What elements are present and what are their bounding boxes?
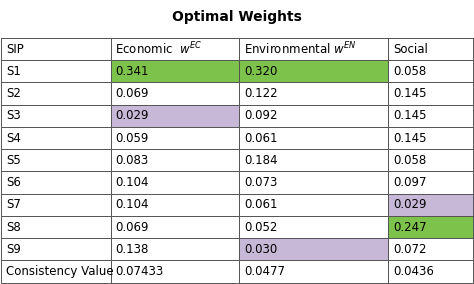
Bar [239, 260, 388, 283]
Bar [388, 105, 473, 127]
Bar [110, 82, 239, 105]
Text: S6: S6 [6, 176, 21, 189]
Bar [239, 216, 388, 238]
Text: 0.145: 0.145 [393, 87, 427, 100]
Text: 0.073: 0.073 [244, 176, 278, 189]
Text: 0.184: 0.184 [244, 154, 278, 167]
Bar [1, 260, 110, 283]
Bar [239, 172, 388, 194]
Text: S4: S4 [6, 131, 21, 145]
Text: Optimal Weights: Optimal Weights [172, 10, 302, 24]
Text: SIP: SIP [6, 43, 24, 56]
Text: S7: S7 [6, 198, 21, 211]
Bar [110, 60, 239, 82]
Bar [388, 216, 473, 238]
Bar [239, 82, 388, 105]
Bar [388, 82, 473, 105]
Bar [239, 149, 388, 172]
Text: 0.122: 0.122 [244, 87, 278, 100]
Bar [110, 238, 239, 260]
Bar [110, 194, 239, 216]
Text: 0.0477: 0.0477 [244, 265, 285, 278]
Bar [1, 216, 110, 238]
Bar [1, 38, 110, 60]
Text: 0.083: 0.083 [115, 154, 148, 167]
Text: 0.138: 0.138 [115, 243, 149, 256]
Bar [1, 60, 110, 82]
Text: 0.07433: 0.07433 [115, 265, 164, 278]
Text: 0.058: 0.058 [393, 65, 426, 78]
Bar [388, 127, 473, 149]
Bar [110, 105, 239, 127]
Text: 0.029: 0.029 [115, 109, 149, 122]
Text: Consistency Value: Consistency Value [6, 265, 114, 278]
Bar [388, 60, 473, 82]
Text: 0.0436: 0.0436 [393, 265, 434, 278]
Text: 0.104: 0.104 [115, 198, 149, 211]
Text: 0.052: 0.052 [244, 220, 278, 233]
Bar [239, 238, 388, 260]
Bar [1, 127, 110, 149]
Bar [239, 38, 388, 60]
Text: 0.092: 0.092 [244, 109, 278, 122]
Text: 0.059: 0.059 [115, 131, 149, 145]
Text: 0.069: 0.069 [115, 87, 149, 100]
Bar [1, 238, 110, 260]
Text: 0.061: 0.061 [244, 131, 278, 145]
Text: 0.097: 0.097 [393, 176, 427, 189]
Text: 0.145: 0.145 [393, 109, 427, 122]
Bar [388, 194, 473, 216]
Text: 0.145: 0.145 [393, 131, 427, 145]
Text: 0.320: 0.320 [244, 65, 278, 78]
Bar [1, 194, 110, 216]
Bar [110, 149, 239, 172]
Text: 0.029: 0.029 [393, 198, 427, 211]
Bar [388, 238, 473, 260]
Bar [239, 105, 388, 127]
Text: 0.104: 0.104 [115, 176, 149, 189]
Bar [388, 260, 473, 283]
Bar [1, 149, 110, 172]
Bar [1, 82, 110, 105]
Text: Environmental $w^{EN}$: Environmental $w^{EN}$ [244, 41, 357, 57]
Bar [239, 194, 388, 216]
Bar [239, 127, 388, 149]
Text: 0.247: 0.247 [393, 220, 427, 233]
Bar [110, 216, 239, 238]
Text: 0.069: 0.069 [115, 220, 149, 233]
Text: Social: Social [393, 43, 428, 56]
Bar [388, 38, 473, 60]
Text: S3: S3 [6, 109, 21, 122]
Text: 0.061: 0.061 [244, 198, 278, 211]
Bar [110, 38, 239, 60]
Bar [239, 60, 388, 82]
Text: 0.030: 0.030 [244, 243, 277, 256]
Text: Economic  $w^{EC}$: Economic $w^{EC}$ [115, 41, 203, 57]
Bar [1, 105, 110, 127]
Bar [1, 172, 110, 194]
Text: S1: S1 [6, 65, 21, 78]
Text: 0.341: 0.341 [115, 65, 149, 78]
Bar [388, 149, 473, 172]
Text: S5: S5 [6, 154, 21, 167]
Bar [388, 172, 473, 194]
Bar [110, 172, 239, 194]
Text: 0.058: 0.058 [393, 154, 426, 167]
Text: S2: S2 [6, 87, 21, 100]
Text: S9: S9 [6, 243, 21, 256]
Text: S8: S8 [6, 220, 21, 233]
Text: 0.072: 0.072 [393, 243, 427, 256]
Bar [110, 127, 239, 149]
Bar [110, 260, 239, 283]
